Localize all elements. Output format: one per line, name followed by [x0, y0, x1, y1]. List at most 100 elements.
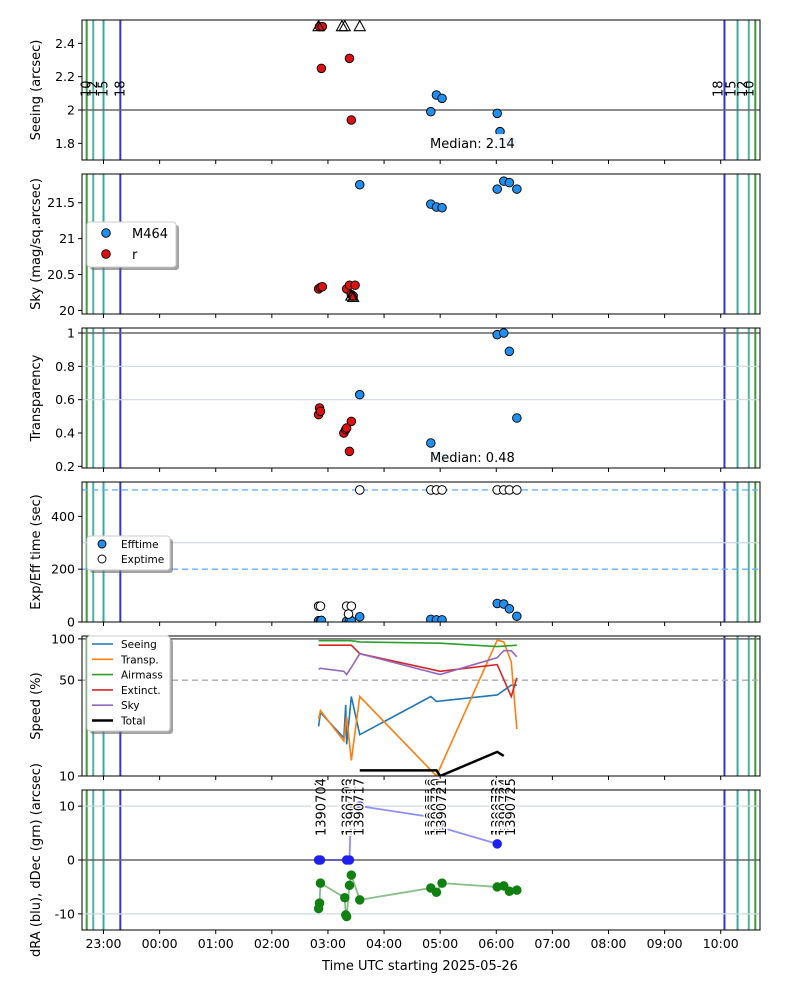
legend-label: Sky — [121, 700, 140, 712]
exptime-point — [437, 485, 447, 495]
x-tick-label: 05:00 — [422, 936, 458, 951]
x-axis-label: Time UTC starting 2025-05-26 — [321, 959, 518, 974]
x-tick-label: 03:00 — [310, 936, 346, 951]
exptime-point — [343, 609, 354, 619]
data-point — [346, 870, 357, 880]
x-tick-label: 23:00 — [85, 936, 121, 951]
y-tick-label: 0 — [67, 853, 75, 868]
data-point — [354, 801, 365, 811]
annotation-bg — [424, 134, 524, 153]
legend-label: Airmass — [121, 670, 163, 682]
data-point — [354, 895, 365, 905]
y-axis-label: dRA (blu), dDec (grn) (arcsec) — [29, 763, 44, 957]
y-axis-label: Seeing (arcsec) — [29, 40, 44, 141]
x-tick-label: 10:00 — [703, 936, 739, 951]
y-tick-label: 20.5 — [47, 267, 75, 282]
twilight-label: 15 — [725, 80, 740, 97]
x-tick-label: 09:00 — [647, 936, 683, 951]
frame-label: 1390722 — [490, 778, 505, 836]
transparency-panel: 0.2 0.4 0.6 0.8 1 Transparency Median: 0.48 — [29, 326, 761, 474]
frame-label: 1390719 — [427, 778, 442, 836]
data-layer — [313, 328, 522, 463]
legend-marker — [101, 249, 111, 259]
exptime-point — [512, 485, 522, 495]
exptime-point — [354, 485, 365, 495]
data-point — [341, 911, 352, 922]
y-tick-label: 2.2 — [55, 69, 75, 84]
data-point — [344, 53, 355, 64]
legend-label: Extinct. — [121, 685, 161, 697]
data-point — [492, 184, 502, 194]
exptime-panel: 0 200 400 Exp/Eff time (sec) Efftime Exptime — [29, 481, 761, 630]
annotation-bg — [424, 448, 524, 467]
y-tick-label: 200 — [51, 562, 75, 577]
frame-label: 1390707 — [340, 778, 355, 836]
axes-frame — [81, 173, 761, 315]
series-line-seeing — [317, 684, 517, 745]
legend-label: Transp. — [120, 654, 159, 666]
frame-label: 1390713 — [344, 778, 359, 836]
y-axis-label: Exp/Eff time (sec) — [29, 494, 44, 609]
data-point — [354, 611, 365, 622]
y-axis-label: Transparency — [29, 354, 44, 442]
triangle-point — [346, 290, 360, 303]
frame-label: 1390720 — [429, 778, 444, 836]
data-point — [340, 892, 350, 903]
triangle-point — [344, 288, 358, 301]
frame-label: 1390723 — [494, 778, 509, 836]
series-line-transp — [317, 639, 518, 776]
twilight-label: 18 — [113, 80, 128, 97]
data-point — [437, 93, 447, 104]
legend-box — [86, 535, 171, 571]
x-tick-label: 04:00 — [366, 936, 402, 951]
data-layer — [312, 20, 516, 149]
data-point — [314, 898, 325, 908]
data-point — [504, 177, 515, 188]
data-point — [315, 855, 326, 865]
data-point — [350, 280, 360, 291]
y-tick-label: 0.8 — [55, 359, 75, 374]
data-point — [512, 611, 522, 621]
data-layer — [313, 796, 522, 922]
frame-label: 1390718 — [424, 778, 439, 836]
twilight-label: 12 — [736, 80, 751, 97]
data-point — [431, 887, 442, 898]
frame-label: 1390708 — [341, 778, 356, 836]
y-tick-label: 2 — [67, 103, 75, 118]
median-annotation: Median: 2.14 — [430, 137, 515, 152]
x-tick-label: 08:00 — [590, 936, 626, 951]
frame-label: 1390704 — [314, 778, 329, 836]
axes-frame — [81, 635, 761, 777]
data-point — [346, 796, 357, 806]
y-tick-label: 0.4 — [55, 426, 75, 441]
frame-label: 1390705 — [338, 778, 353, 836]
frame-label: 1390717 — [353, 778, 368, 836]
data-point — [344, 446, 355, 457]
triangle-point — [353, 20, 367, 32]
y-tick-label: 100 — [51, 631, 75, 646]
y-tick-label: 21 — [59, 231, 75, 246]
data-point — [512, 184, 522, 194]
y-tick-label: 1.8 — [55, 136, 75, 151]
data-point — [492, 839, 502, 849]
exptime-point — [315, 601, 326, 611]
y-tick-label: 0 — [67, 615, 75, 630]
frame-label: 1390701 — [312, 778, 327, 836]
legend-label: Total — [120, 716, 146, 728]
exptime-point — [346, 601, 357, 611]
series-line-extinct — [318, 644, 518, 699]
twilight-label: 10 — [742, 80, 757, 97]
data-layer — [317, 639, 518, 776]
data-point — [316, 615, 327, 622]
frame-label: 1390706 — [339, 778, 354, 836]
legend-marker — [101, 228, 111, 238]
data-point — [315, 878, 326, 888]
data-point — [437, 878, 447, 888]
x-tick-label: 01:00 — [198, 936, 234, 951]
data-point — [512, 885, 522, 895]
data-point — [346, 115, 357, 125]
y-tick-label: 10 — [59, 769, 75, 784]
